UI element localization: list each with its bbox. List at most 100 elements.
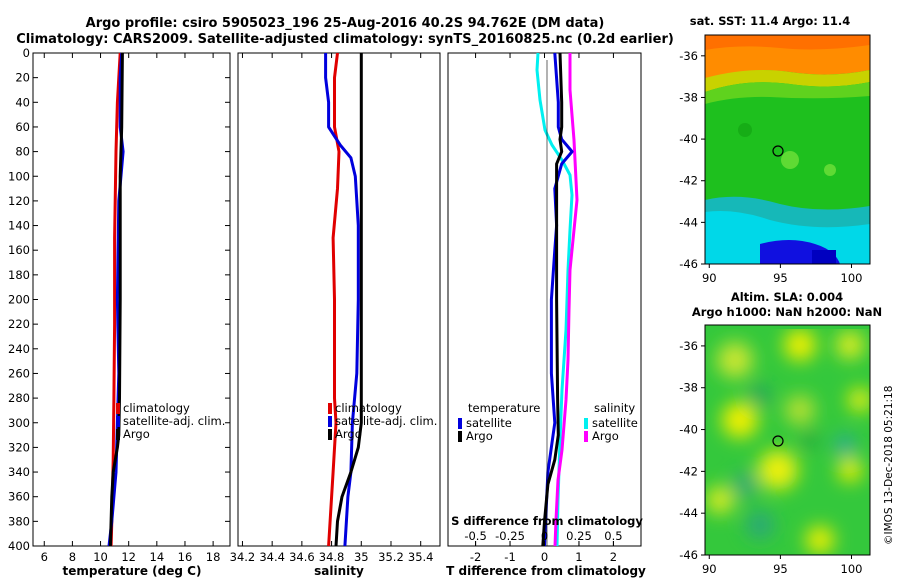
lat-tick-label: -44 — [679, 506, 698, 520]
secondary-axis-label: S difference from climatology — [451, 514, 643, 528]
difference-panel: -2 -1 0 1 2 temperature satellite Argo salin… — [446, 52, 646, 578]
depth-tick-label: 100 — [8, 169, 30, 183]
x-tick-label: 34.4 — [259, 550, 285, 564]
lat-tick-label: -36 — [679, 49, 698, 63]
lat-tick-label: -44 — [679, 215, 698, 229]
temperature-legend: climatology satellite-adj. clim. Argo — [116, 401, 225, 441]
lon-tick-label: 95 — [773, 562, 788, 576]
temperature-axis: 6 8 10 12 14 16 18 — [41, 53, 220, 564]
x-tick-label: 35.2 — [378, 550, 404, 564]
temperature-panel: 0204060801001201401601802002202402602803… — [8, 46, 641, 578]
x-tick-label: 1 — [575, 550, 582, 564]
lon-tick-label: 90 — [702, 271, 717, 285]
lon-tick-label: 100 — [841, 271, 863, 285]
depth-tick-label: 320 — [8, 440, 30, 454]
depth-tick-label: 80 — [15, 145, 30, 159]
sst-map-title: sat. SST: 11.4 Argo: 11.4 — [690, 14, 850, 28]
sst-map-image — [705, 35, 870, 264]
legend-swatch-argo — [328, 429, 332, 440]
temperature-xlabel: temperature (deg C) — [63, 564, 202, 578]
legend-label-temp-argo: Argo — [466, 429, 493, 443]
sla-map-frame — [704, 324, 871, 556]
difference-series — [535, 52, 579, 547]
legend-swatch-climatology — [116, 403, 120, 414]
lat-tick-label: -46 — [679, 257, 698, 271]
sla-map-panel: Altim. SLA: 0.004 Argo h1000: NaN h2000:… — [679, 290, 882, 576]
imos-credit: ©IMOS 13-Dec-2018 05:21:18 — [883, 386, 895, 545]
depth-tick-label: 260 — [8, 366, 30, 380]
difference-plot-frame — [447, 52, 642, 547]
legend-label-sal-satellite: satellite — [592, 416, 638, 430]
depth-tick-label: 400 — [8, 539, 30, 553]
legend-title-salinity: salinity — [594, 401, 635, 415]
legend-label-sal-argo: Argo — [592, 429, 619, 443]
legend-label-climatology: climatology — [123, 401, 190, 415]
sla-map-image — [705, 325, 870, 555]
lat-tick-label: -40 — [679, 423, 698, 437]
salinity-panel: 34.2 34.4 34.6 34.8 35 35.2 35.4 salinity clim… — [230, 52, 441, 578]
x-tick-label: 14 — [150, 550, 165, 564]
x-tick-label: 8 — [69, 550, 76, 564]
legend-swatch-temp-satellite — [458, 418, 462, 429]
lat-tick-label: -40 — [679, 132, 698, 146]
lat-tick-label: -38 — [679, 90, 698, 104]
depth-tick-label: 280 — [8, 391, 30, 405]
lon-tick-label: 100 — [841, 562, 863, 576]
legend-swatch-sal-argo — [584, 431, 588, 442]
depth-tick-label: 20 — [15, 71, 30, 85]
legend-swatch-satellite — [328, 416, 332, 427]
sla-argo-location-marker — [772, 435, 784, 447]
sst-map-panel: sat. SST: 11.4 Argo: 11.4 -36 -38 -40 -42 -4… — [679, 14, 871, 285]
legend-label-argo: Argo — [335, 427, 362, 441]
depth-tick-label: 340 — [8, 465, 30, 479]
depth-tick-label: 380 — [8, 514, 30, 528]
sst-argo-location-marker — [772, 145, 784, 157]
x-tick-label: -2 — [470, 550, 481, 564]
secondary-tick-label: -0.5 — [464, 529, 486, 543]
secondary-tick-label: 0.5 — [604, 529, 622, 543]
difference-xlabel: T difference from climatology — [446, 564, 646, 578]
x-tick-label: -1 — [504, 550, 515, 564]
sla-lon-axis: 90 95 100 — [702, 555, 863, 576]
depth-tick-label: 60 — [15, 120, 30, 134]
depth-tick-label: 40 — [15, 95, 30, 109]
sst-map-frame — [704, 34, 871, 265]
x-tick-label: 34.2 — [230, 550, 256, 564]
salinity-axis: 34.2 34.4 34.6 34.8 35 35.2 35.4 — [230, 53, 434, 564]
depth-tick-label: 200 — [8, 293, 30, 307]
depth-tick-label: 0 — [23, 46, 30, 60]
legend-label-satellite: satellite-adj. clim. — [123, 414, 225, 428]
x-tick-label: 12 — [121, 550, 136, 564]
difference-legend-salinity: salinity satellite Argo — [584, 401, 638, 443]
secondary-axis-ticks: -0.5 -0.25 0 0.25 0.5 — [464, 529, 623, 546]
sst-lat-axis: -36 -38 -40 -42 -44 -46 — [679, 49, 705, 271]
legend-swatch-satellite — [116, 416, 120, 427]
series-line-climatology — [327, 52, 341, 547]
legend-title-temperature: temperature — [468, 401, 540, 415]
lat-tick-label: -46 — [679, 548, 698, 562]
chart-title-line1: Argo profile: csiro 5905023_196 25-Aug-2… — [86, 16, 605, 31]
depth-tick-label: 180 — [8, 268, 30, 282]
lat-tick-label: -38 — [679, 381, 698, 395]
lat-tick-label: -36 — [679, 339, 698, 353]
sla-map-title-line1: Altim. SLA: 0.004 — [731, 290, 843, 304]
series-line-argo — [541, 52, 564, 547]
x-tick-label: 35.4 — [408, 550, 434, 564]
series-line-satellite — [107, 52, 125, 547]
x-tick-label: 2 — [610, 550, 617, 564]
x-tick-label: 16 — [178, 550, 193, 564]
x-tick-label: 34.6 — [289, 550, 315, 564]
lat-tick-label: -42 — [679, 464, 698, 478]
series-line-argo — [334, 53, 363, 547]
legend-swatch-temp-argo — [458, 431, 462, 442]
legend-swatch-climatology — [328, 403, 332, 414]
salinity-xlabel: salinity — [314, 564, 364, 578]
sla-lat-axis: -36 -38 -40 -42 -44 -46 — [679, 339, 705, 562]
depth-tick-label: 120 — [8, 194, 30, 208]
lon-tick-label: 90 — [702, 562, 717, 576]
salinity-legend: climatology satellite-adj. clim. Argo — [328, 401, 437, 441]
salinity-diff-argo-line — [553, 53, 579, 547]
x-tick-label: 34.8 — [319, 550, 345, 564]
lon-tick-label: 95 — [773, 271, 788, 285]
legend-label-argo: Argo — [123, 427, 150, 441]
